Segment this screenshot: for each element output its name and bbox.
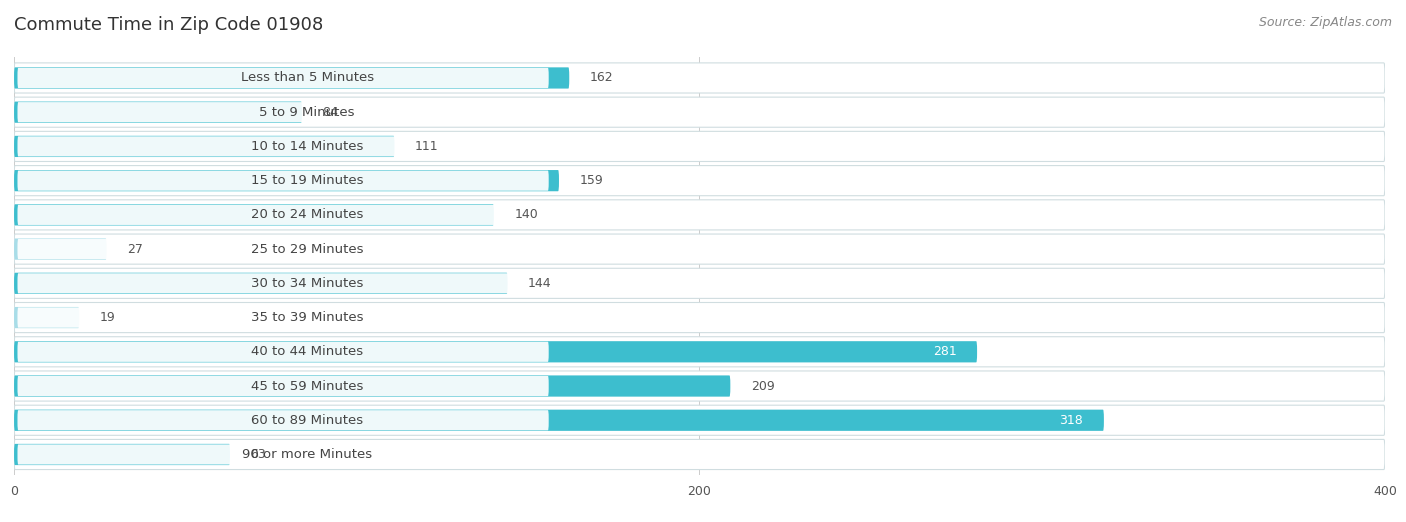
Text: Less than 5 Minutes: Less than 5 Minutes bbox=[240, 72, 374, 85]
FancyBboxPatch shape bbox=[17, 273, 548, 293]
FancyBboxPatch shape bbox=[17, 171, 548, 191]
Text: 40 to 44 Minutes: 40 to 44 Minutes bbox=[252, 345, 363, 358]
Text: 27: 27 bbox=[127, 243, 143, 256]
Text: 20 to 24 Minutes: 20 to 24 Minutes bbox=[250, 208, 363, 221]
FancyBboxPatch shape bbox=[14, 268, 1385, 299]
FancyBboxPatch shape bbox=[17, 444, 548, 465]
FancyBboxPatch shape bbox=[17, 410, 548, 430]
FancyBboxPatch shape bbox=[14, 204, 494, 226]
Text: 10 to 14 Minutes: 10 to 14 Minutes bbox=[250, 140, 363, 153]
FancyBboxPatch shape bbox=[14, 97, 1385, 127]
Text: 318: 318 bbox=[1060, 414, 1084, 427]
FancyBboxPatch shape bbox=[17, 307, 548, 328]
FancyBboxPatch shape bbox=[14, 102, 302, 123]
FancyBboxPatch shape bbox=[14, 440, 1385, 470]
Text: 63: 63 bbox=[250, 448, 266, 461]
FancyBboxPatch shape bbox=[14, 170, 560, 191]
Text: Commute Time in Zip Code 01908: Commute Time in Zip Code 01908 bbox=[14, 16, 323, 33]
FancyBboxPatch shape bbox=[17, 68, 548, 88]
Text: Source: ZipAtlas.com: Source: ZipAtlas.com bbox=[1258, 16, 1392, 29]
Text: 30 to 34 Minutes: 30 to 34 Minutes bbox=[250, 277, 363, 290]
Text: 159: 159 bbox=[579, 174, 603, 187]
FancyBboxPatch shape bbox=[14, 410, 1104, 431]
FancyBboxPatch shape bbox=[17, 205, 548, 225]
Text: 144: 144 bbox=[529, 277, 551, 290]
Text: 25 to 29 Minutes: 25 to 29 Minutes bbox=[250, 243, 363, 256]
Text: 19: 19 bbox=[100, 311, 115, 324]
Text: 111: 111 bbox=[415, 140, 439, 153]
Text: 140: 140 bbox=[515, 208, 538, 221]
Text: 281: 281 bbox=[932, 345, 956, 358]
FancyBboxPatch shape bbox=[14, 63, 1385, 93]
FancyBboxPatch shape bbox=[14, 337, 1385, 367]
Text: 35 to 39 Minutes: 35 to 39 Minutes bbox=[250, 311, 363, 324]
FancyBboxPatch shape bbox=[17, 102, 548, 122]
Text: 84: 84 bbox=[322, 105, 339, 118]
Text: 209: 209 bbox=[751, 379, 775, 393]
FancyBboxPatch shape bbox=[14, 234, 1385, 264]
FancyBboxPatch shape bbox=[14, 444, 231, 465]
FancyBboxPatch shape bbox=[14, 405, 1385, 435]
FancyBboxPatch shape bbox=[14, 371, 1385, 401]
FancyBboxPatch shape bbox=[14, 375, 730, 397]
FancyBboxPatch shape bbox=[14, 272, 508, 294]
FancyBboxPatch shape bbox=[14, 239, 107, 260]
FancyBboxPatch shape bbox=[14, 132, 1385, 161]
FancyBboxPatch shape bbox=[14, 307, 79, 328]
FancyBboxPatch shape bbox=[14, 303, 1385, 333]
Text: 15 to 19 Minutes: 15 to 19 Minutes bbox=[250, 174, 363, 187]
FancyBboxPatch shape bbox=[17, 342, 548, 362]
FancyBboxPatch shape bbox=[14, 165, 1385, 196]
FancyBboxPatch shape bbox=[17, 376, 548, 396]
Text: 90 or more Minutes: 90 or more Minutes bbox=[242, 448, 373, 461]
FancyBboxPatch shape bbox=[14, 200, 1385, 230]
FancyBboxPatch shape bbox=[17, 136, 548, 157]
FancyBboxPatch shape bbox=[14, 136, 395, 157]
FancyBboxPatch shape bbox=[14, 67, 569, 89]
Text: 45 to 59 Minutes: 45 to 59 Minutes bbox=[250, 379, 363, 393]
FancyBboxPatch shape bbox=[17, 239, 548, 259]
Text: 162: 162 bbox=[591, 72, 613, 85]
FancyBboxPatch shape bbox=[14, 341, 977, 362]
Text: 60 to 89 Minutes: 60 to 89 Minutes bbox=[252, 414, 363, 427]
Text: 5 to 9 Minutes: 5 to 9 Minutes bbox=[259, 105, 354, 118]
